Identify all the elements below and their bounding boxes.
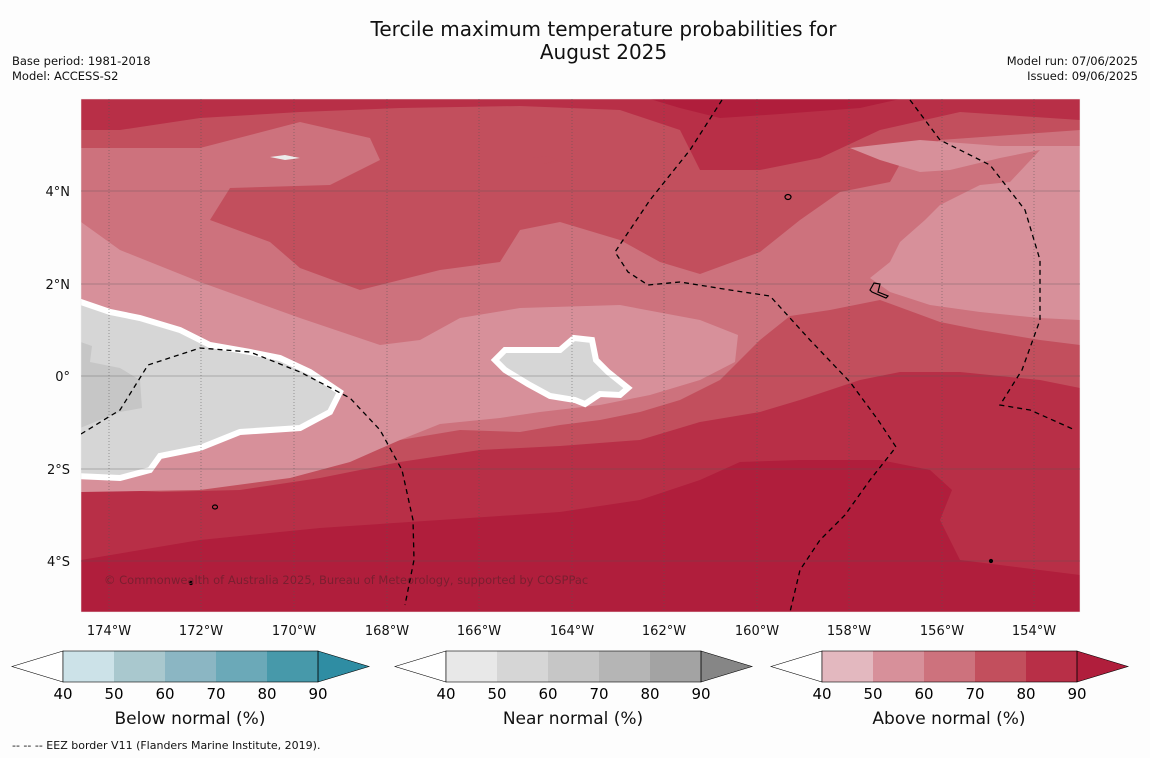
colorbar-swatch xyxy=(165,651,216,682)
meta-right: Model run: 07/06/2025 Issued: 09/06/2025 xyxy=(1007,54,1138,84)
colorbar-outline xyxy=(445,650,702,683)
colorbar-outline xyxy=(62,650,319,683)
colorbar-tick-label: 40 xyxy=(53,685,72,703)
colorbar-swatch xyxy=(924,651,975,682)
base-period: Base period: 1981-2018 xyxy=(12,54,151,68)
colorbar-caption-near: Near normal (%) xyxy=(502,709,644,729)
colorbar-swatch xyxy=(599,651,650,682)
near-normal-west-core xyxy=(81,342,142,428)
band-90-plus xyxy=(81,460,1080,612)
colorbar-tick-label: 70 xyxy=(589,685,608,703)
eez-borders xyxy=(81,99,1076,612)
colorbar-swatch xyxy=(1026,651,1077,682)
colorbar-swatch xyxy=(446,651,497,682)
colorbar-tick-label: 50 xyxy=(487,685,506,703)
colorbar-extend-high xyxy=(700,650,754,683)
lon-label: 174°W xyxy=(87,624,131,639)
lon-label: 154°W xyxy=(1012,624,1056,639)
colorbar-caption-above: Above normal (%) xyxy=(872,709,1026,729)
colorbar-group: 40 50 60 70 80 90 40 50 60 70 80 90 40 50 60 70 80 90 xyxy=(10,650,1130,703)
small-patch-red xyxy=(532,156,558,164)
band-50-60-east xyxy=(850,140,1080,320)
lat-labels: 4°N 2°N 0° 2°S 4°S xyxy=(46,185,71,570)
title-line-2: August 2025 xyxy=(539,40,668,64)
colorbar-below: 40 50 60 70 80 90 xyxy=(10,650,371,703)
colorbar-tick-label: 80 xyxy=(257,685,276,703)
lat-label: 2°S xyxy=(47,463,70,478)
colorbar-extend-low xyxy=(10,650,64,683)
colorbar-swatch xyxy=(873,651,924,682)
colorbar-swatch xyxy=(548,651,599,682)
lat-lines xyxy=(81,190,1080,562)
colorbar-tick-label: 80 xyxy=(1016,685,1035,703)
title-line-1: Tercile maximum temperature probabilitie… xyxy=(370,17,837,41)
colorbar-swatch xyxy=(822,651,873,682)
colorbar-tick-label: 80 xyxy=(640,685,659,703)
lat-label: 2°N xyxy=(46,278,71,293)
lon-label: 162°W xyxy=(642,624,686,639)
colorbar-tick-label: 90 xyxy=(691,685,710,703)
colorbar-tick-label: 70 xyxy=(206,685,225,703)
colorbar-swatch xyxy=(216,651,267,682)
map-title: Tercile maximum temperature probabilitie… xyxy=(0,18,1150,64)
colorbar-swatch xyxy=(975,651,1026,682)
copyright-text: © Commonwealth of Australia 2025, Bureau… xyxy=(104,573,588,587)
near-normal-central xyxy=(490,334,633,408)
model-run: Model run: 07/06/2025 xyxy=(1006,54,1138,68)
colorbar-tick-label: 40 xyxy=(812,685,831,703)
eez-footnote: -- -- -- EEZ border V11 (Flanders Marine… xyxy=(12,739,321,752)
band-90-plus-top xyxy=(650,99,900,118)
colorbar-near: 40 50 60 70 80 90 xyxy=(393,650,754,703)
lon-label: 160°W xyxy=(735,624,779,639)
lon-label: 166°W xyxy=(457,624,501,639)
issued-date: Issued: 09/06/2025 xyxy=(1027,69,1138,83)
colorbar-extend-low xyxy=(393,650,447,683)
colorbar-swatch xyxy=(650,651,701,682)
lon-labels: 174°W 172°W 170°W 168°W 166°W 164°W 162°… xyxy=(87,624,1056,639)
colorbar-extend-high xyxy=(1076,650,1130,683)
probability-map xyxy=(81,99,1080,612)
lon-label: 164°W xyxy=(550,624,594,639)
colorbar-tick-label: 90 xyxy=(1067,685,1086,703)
colorbar-caption-below: Below normal (%) xyxy=(114,709,266,729)
lon-label: 170°W xyxy=(272,624,316,639)
colorbar-tick-label: 60 xyxy=(155,685,174,703)
tiny-near-normal-patch xyxy=(270,155,300,160)
colorbar-swatch xyxy=(267,651,318,682)
lon-label: 172°W xyxy=(179,624,223,639)
model-name: Model: ACCESS-S2 xyxy=(12,69,119,83)
colorbar-above: 40 50 60 70 80 90 xyxy=(769,650,1130,703)
colorbar-tick-label: 40 xyxy=(436,685,455,703)
lat-label: 0° xyxy=(55,370,70,385)
colorbar-extend-low xyxy=(769,650,823,683)
near-normal-west xyxy=(81,298,344,482)
lat-label: 4°S xyxy=(47,555,70,570)
lat-label: 4°N xyxy=(46,185,71,200)
colorbar-tick-label: 50 xyxy=(863,685,882,703)
colorbar-tick-label: 90 xyxy=(308,685,327,703)
lon-label: 158°W xyxy=(827,624,871,639)
colorbar-extend-high xyxy=(317,650,371,683)
islands xyxy=(188,193,994,586)
colorbar-outline xyxy=(821,650,1078,683)
meta-left: Base period: 1981-2018 Model: ACCESS-S2 xyxy=(12,54,151,84)
colorbar-tick-label: 50 xyxy=(104,685,123,703)
colorbar-swatch xyxy=(63,651,114,682)
colorbar-swatch xyxy=(497,651,548,682)
lon-label: 168°W xyxy=(365,624,409,639)
colorbar-tick-label: 60 xyxy=(538,685,557,703)
colorbar-tick-label: 60 xyxy=(914,685,933,703)
lon-label: 156°W xyxy=(920,624,964,639)
colorbar-swatch xyxy=(114,651,165,682)
colorbar-tick-label: 70 xyxy=(965,685,984,703)
